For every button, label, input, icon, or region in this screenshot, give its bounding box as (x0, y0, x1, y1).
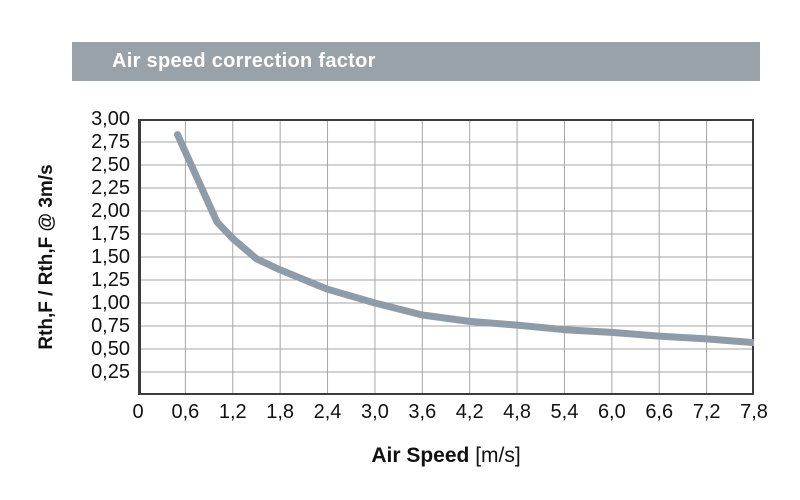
x-tick-label: 3,0 (361, 401, 389, 423)
x-tick-label: 4,8 (503, 401, 531, 423)
x-tick-label: 4,2 (455, 401, 484, 423)
plot-svg (138, 119, 754, 395)
x-tick-label: 2,4 (313, 401, 342, 423)
data-curve (174, 131, 754, 347)
x-tick-label: 6,6 (645, 401, 674, 423)
y-tick-label: 1,25 (91, 269, 130, 291)
x-tick-label: 0,6 (171, 401, 200, 423)
x-axis-title-unit: [m/s] (475, 444, 521, 467)
x-axis-title: Air Speed [m/s] (371, 444, 520, 468)
y-tick-label: 0,50 (91, 338, 130, 360)
y-tick-label: 2,50 (91, 154, 130, 176)
x-tick-label: 1,2 (218, 401, 247, 423)
x-tick-label: 6,0 (597, 401, 626, 423)
x-tick-label: 0 (132, 401, 144, 423)
y-tick-label: 0,25 (91, 361, 130, 383)
y-tick-label: 2,75 (91, 131, 130, 153)
x-axis-title-name: Air Speed (371, 444, 470, 467)
x-tick-label: 1,8 (266, 401, 295, 423)
plot-area (138, 119, 754, 395)
y-tick-label: 2,25 (91, 177, 130, 199)
y-tick-label: 1,75 (91, 223, 130, 245)
x-tick-label: 3,6 (408, 401, 437, 423)
y-tick-label: 3,00 (91, 108, 130, 130)
y-tick-label: 2,00 (91, 200, 130, 222)
header-bar: Air speed correction factor (72, 42, 760, 81)
y-tick-label: 1,50 (91, 246, 130, 268)
x-tick-label: 7,8 (740, 401, 768, 423)
y-tick-label: 1,00 (91, 292, 130, 314)
y-tick-label: 0,75 (91, 315, 130, 337)
y-axis-title: Rth,F / Rth,F @ 3m/s (36, 164, 57, 350)
x-tick-label: 7,2 (692, 401, 721, 423)
x-tick-label: 5,4 (550, 401, 579, 423)
header-title: Air speed correction factor (112, 50, 376, 72)
